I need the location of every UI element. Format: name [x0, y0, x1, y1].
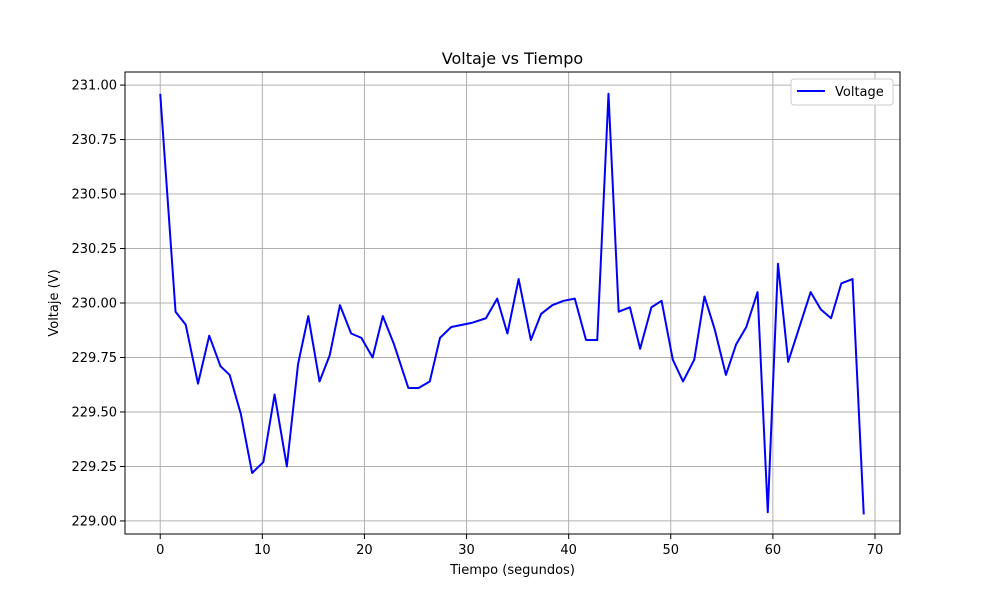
legend: Voltage [790, 78, 894, 106]
y-tick-label: 231.00 [72, 79, 118, 94]
grid [125, 72, 900, 534]
x-tick-label: 0 [156, 543, 164, 558]
x-tick-label: 50 [662, 543, 679, 558]
x-tick-label: 10 [254, 543, 271, 558]
series-layer [159, 92, 865, 515]
x-axis-label: Tiempo (segundos) [449, 563, 575, 578]
y-tick-label: 229.50 [72, 405, 118, 420]
x-tick-label: 70 [867, 543, 884, 558]
x-tick-label: 40 [560, 543, 577, 558]
legend-label: Voltage [835, 85, 884, 100]
y-tick-label: 229.25 [72, 460, 118, 475]
y-tick-label: 230.25 [72, 242, 118, 257]
x-tick-label: 30 [458, 543, 475, 558]
y-tick-label: 230.00 [72, 297, 118, 312]
x-axis: 0 10 20 30 40 50 60 70 [156, 534, 883, 558]
y-tick-label: 230.75 [72, 133, 118, 148]
y-axis-label: Voltaje (V) [47, 269, 62, 336]
legend-box [790, 78, 894, 106]
y-axis: 229.00 229.25 229.50 229.75 230.00 230.25 230.… [72, 79, 125, 529]
y-tick-label: 229.00 [72, 514, 118, 529]
series-line-voltage [159, 92, 865, 515]
y-tick-label: 229.75 [72, 351, 118, 366]
y-tick-label: 230.50 [72, 188, 118, 203]
x-tick-label: 20 [356, 543, 373, 558]
chart-title: Voltaje vs Tiempo [442, 49, 583, 68]
x-tick-label: 60 [765, 543, 782, 558]
